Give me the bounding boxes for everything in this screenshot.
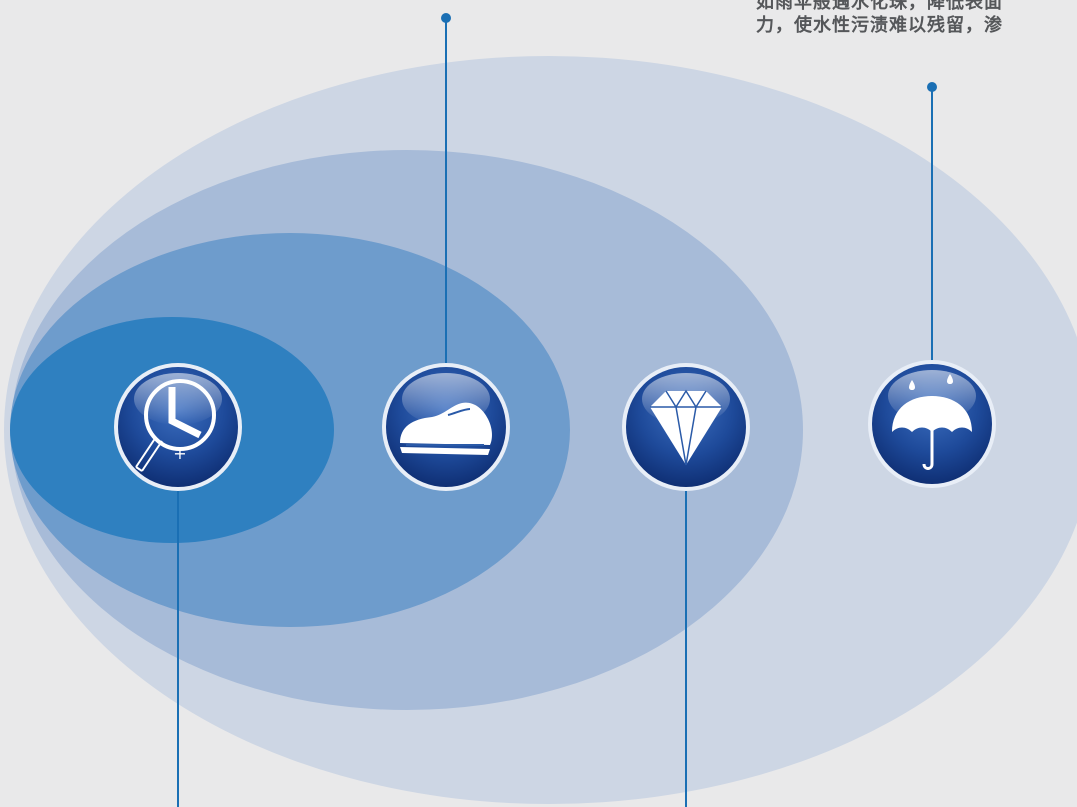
caption-line-2: 力，使水性污渍难以残留，渗 [756, 15, 1003, 36]
connector-shoe [441, 13, 451, 364]
umbrella-rain-icon [868, 360, 996, 488]
connector-umbrella [927, 82, 937, 363]
diamond-icon [622, 363, 750, 491]
svg-text:+: + [173, 444, 186, 463]
magnifier-clock-icon: + [114, 363, 242, 491]
caption-text: 如雨伞般遇水化珠，降低表面 力，使水性污渍难以残留，渗 [756, 0, 1077, 37]
caption-line-1: 如雨伞般遇水化珠，降低表面 [756, 0, 1003, 13]
shoe-icon [382, 363, 510, 491]
